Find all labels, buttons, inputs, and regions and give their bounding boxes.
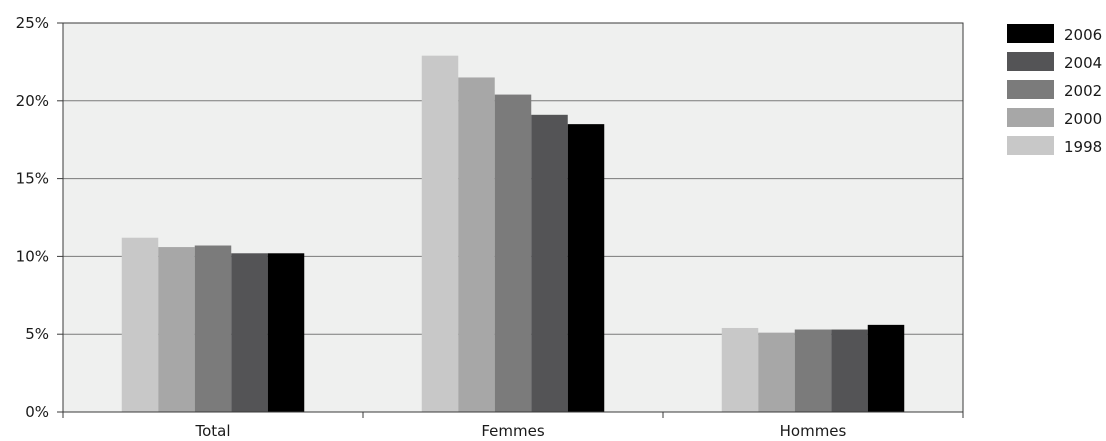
bar-2004-hommes xyxy=(831,329,868,412)
bar-1998-hommes xyxy=(721,327,759,412)
x-category-label: Total xyxy=(194,422,230,440)
bar-2006-hommes xyxy=(867,324,905,412)
legend-label-2002: 2002 xyxy=(1064,82,1102,100)
bar-2000-total xyxy=(158,247,195,412)
bar-2002-total xyxy=(194,245,232,412)
bar-2006-total xyxy=(267,253,305,412)
y-tick-label: 10% xyxy=(16,247,49,265)
plot-frame xyxy=(62,22,964,413)
y-tick-label: 25% xyxy=(16,14,49,32)
y-tick-label: 0% xyxy=(25,403,49,421)
y-tick-label: 5% xyxy=(25,325,49,343)
bar-2002-hommes xyxy=(794,329,832,412)
bar-2006-femmes xyxy=(567,124,605,412)
legend-swatch-2002 xyxy=(1007,80,1054,99)
y-axis: 0% 5% 10% 15% 20% 25% xyxy=(16,14,63,421)
x-category-label: Femmes xyxy=(481,422,544,440)
bar-2004-femmes xyxy=(531,114,568,412)
y-tick-label: 15% xyxy=(16,170,49,188)
legend-swatch-2006 xyxy=(1007,24,1054,43)
bar-2004-total xyxy=(231,253,268,412)
x-category-label: Hommes xyxy=(780,422,847,440)
y-tick-label: 20% xyxy=(16,92,49,110)
legend-swatch-1998 xyxy=(1007,136,1054,155)
bar-2002-femmes xyxy=(494,94,532,413)
legend-label-1998: 1998 xyxy=(1064,138,1102,156)
bar-1998-femmes xyxy=(421,55,459,413)
legend-label-2000: 2000 xyxy=(1064,110,1102,128)
legend-label-2006: 2006 xyxy=(1064,26,1102,44)
x-axis: Total Femmes Hommes xyxy=(62,412,964,440)
bar-2000-hommes xyxy=(758,332,795,412)
legend: 2006 2004 2002 2000 1998 xyxy=(1007,24,1102,156)
legend-swatch-2004 xyxy=(1007,52,1054,71)
bars xyxy=(121,55,905,413)
bar-1998-total xyxy=(121,237,159,412)
legend-swatch-2000 xyxy=(1007,108,1054,127)
bar-2000-femmes xyxy=(458,77,495,413)
legend-label-2004: 2004 xyxy=(1064,54,1102,72)
